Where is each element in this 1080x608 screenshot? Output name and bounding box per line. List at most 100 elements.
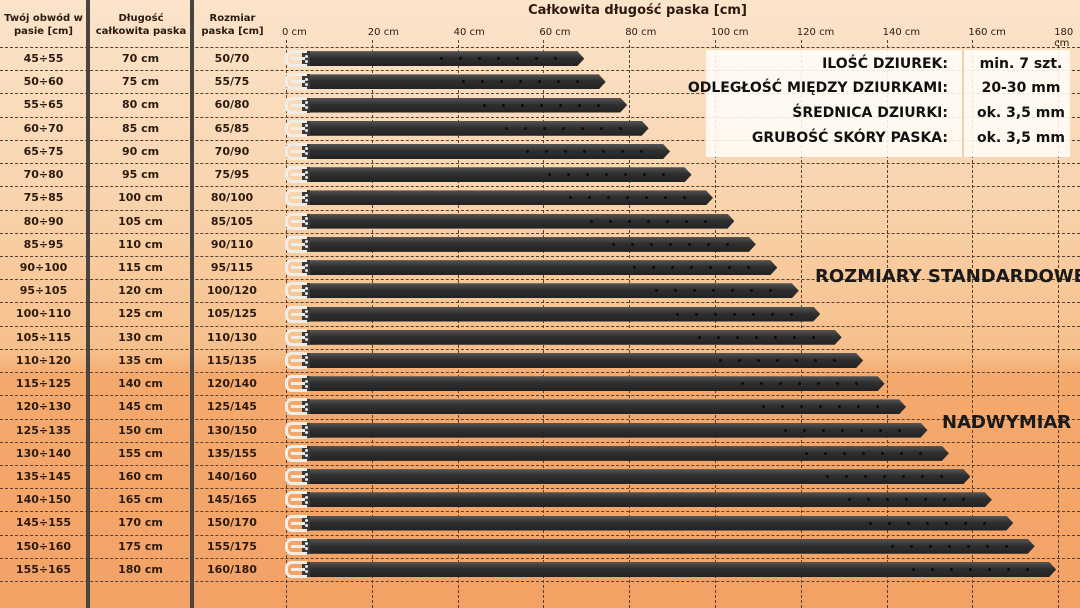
- buckle-icon: [285, 73, 307, 91]
- gridline: [1058, 40, 1060, 608]
- cell-length: 90 cm: [121, 144, 160, 158]
- belt-bar: [302, 74, 606, 89]
- cell-size: 130/150: [207, 423, 257, 437]
- spec-label: ODLEGŁOŚĆ MIĘDZY DZIURKAMI:: [687, 80, 948, 96]
- cell-waist: 60÷70: [23, 121, 64, 135]
- belt-specs-box: ILOŚĆ DZIUREK: min. 7 szt. ODLEGŁOŚĆ MIĘ…: [688, 50, 1070, 157]
- belt-keeper: [302, 120, 310, 136]
- belt-keeper: [302, 492, 310, 508]
- buckle-icon: [285, 305, 307, 323]
- row-separator: [0, 209, 1080, 211]
- buckle-icon: [285, 235, 307, 253]
- spec-label: ILOŚĆ DZIUREK:: [822, 56, 948, 72]
- belt-hole: [942, 498, 946, 502]
- belt-hole: [961, 498, 965, 502]
- belt-hole: [704, 219, 708, 223]
- cell-size: 110/130: [207, 330, 257, 344]
- row-separator: [0, 511, 1080, 513]
- belt-hole: [835, 382, 839, 386]
- belt-hole: [890, 544, 894, 548]
- belt-hole: [537, 80, 541, 84]
- belt-bar: [302, 446, 949, 461]
- belt-bar: [302, 98, 627, 113]
- belt-keeper: [302, 399, 310, 415]
- cell-size: 95/115: [210, 260, 254, 274]
- cell-length: 145 cm: [118, 400, 163, 414]
- belt-hole: [661, 173, 665, 177]
- buckle-icon: [285, 514, 307, 532]
- cell-length: 110 cm: [118, 237, 163, 251]
- belt-hole: [797, 382, 801, 386]
- cell-waist: 115÷125: [15, 377, 72, 391]
- row-separator: [0, 581, 1080, 583]
- belt-hole: [575, 80, 579, 84]
- row-separator: [0, 47, 1080, 48]
- gridline: [715, 40, 716, 608]
- belt-hole: [759, 382, 763, 386]
- spec-label: ŚREDNICA DZIURKI:: [792, 105, 948, 121]
- cell-size: 85/105: [210, 214, 254, 228]
- belt-bar: [302, 214, 734, 229]
- belt-keeper: [302, 190, 310, 206]
- belt-hole: [645, 196, 648, 200]
- cell-waist: 145÷155: [15, 516, 72, 530]
- belt-hole: [697, 335, 701, 339]
- belt-hole: [735, 335, 739, 339]
- belt-hole: [730, 289, 734, 293]
- cell-length: 180 cm: [118, 562, 163, 576]
- cell-size: 160/180: [207, 562, 257, 576]
- cell-waist: 125÷135: [15, 423, 72, 437]
- belt-hole: [816, 382, 820, 386]
- belt-hole: [687, 242, 691, 246]
- spec-value: ok. 3,5 mm: [977, 130, 1065, 146]
- x-tick-label: 100 cm: [711, 27, 749, 38]
- belt-hole: [966, 544, 970, 548]
- belt-hole: [988, 567, 992, 571]
- x-tick-label: 20 cm: [367, 27, 399, 38]
- cell-length: 75 cm: [121, 75, 160, 89]
- belt-keeper: [302, 167, 310, 183]
- belt-hole: [811, 335, 815, 339]
- cell-size: 145/165: [207, 493, 257, 507]
- cell-length: 160 cm: [118, 469, 163, 483]
- belt-keeper: [302, 51, 310, 67]
- belt-hole: [821, 428, 825, 432]
- belt-hole: [926, 521, 930, 525]
- belt-hole: [864, 475, 868, 479]
- buckle-icon: [285, 259, 307, 277]
- row-separator: [0, 557, 1080, 559]
- belt-hole: [545, 149, 549, 153]
- belt-hole: [857, 405, 861, 409]
- cell-size: 50/70: [214, 52, 250, 65]
- belt-hole: [762, 405, 766, 409]
- belt-bar: [302, 353, 863, 368]
- belt-keeper: [302, 260, 310, 276]
- belt-hole: [709, 266, 713, 270]
- x-tick-label: 80 cm: [625, 27, 657, 38]
- buckle-icon: [285, 468, 307, 486]
- belt-hole: [947, 544, 951, 548]
- cell-waist: 80÷90: [23, 214, 64, 228]
- belt-keeper: [302, 143, 310, 159]
- belt-hole: [649, 242, 653, 246]
- gridline: [457, 40, 459, 608]
- belt-hole: [878, 428, 882, 432]
- belt-hole: [497, 57, 501, 61]
- belt-hole: [556, 80, 560, 84]
- belt-bar: [302, 190, 713, 205]
- belt-hole: [928, 544, 932, 548]
- belt-hole: [440, 57, 444, 61]
- x-tick-label: 120 cm: [796, 27, 835, 38]
- cell-size: 115/135: [207, 353, 257, 367]
- row-separator: [0, 279, 1080, 281]
- cell-waist: 75÷85: [23, 191, 64, 205]
- belt-hole: [609, 219, 613, 223]
- belt-hole: [502, 103, 506, 107]
- buckle-icon: [285, 282, 307, 300]
- cell-waist: 45÷55: [23, 52, 64, 65]
- belt-hole: [783, 428, 787, 432]
- row-separator: [0, 325, 1080, 327]
- buckle-icon: [285, 166, 307, 184]
- belt-hole: [516, 57, 520, 61]
- cell-length: 80 cm: [121, 98, 160, 112]
